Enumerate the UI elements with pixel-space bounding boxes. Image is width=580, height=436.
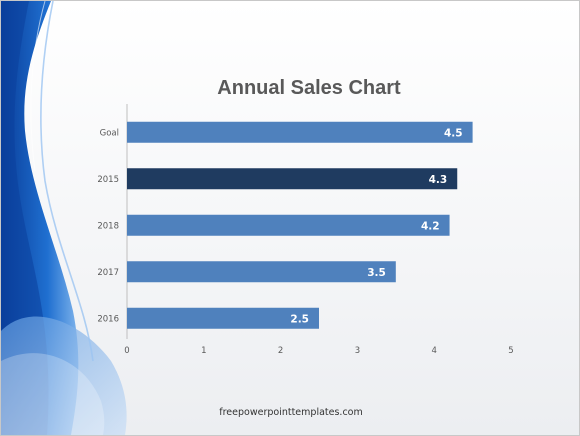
category-label-2018: 2018 bbox=[97, 221, 119, 231]
bar-2015 bbox=[127, 168, 458, 190]
data-label-2015: 4.3 bbox=[429, 174, 448, 186]
data-label-2016: 2.5 bbox=[290, 313, 309, 325]
bar-goal bbox=[127, 121, 473, 143]
category-label-2017: 2017 bbox=[97, 268, 119, 278]
x-tick-label-5: 5 bbox=[508, 346, 513, 356]
chart-title: Annual Sales Chart bbox=[217, 77, 401, 99]
data-label-2017: 3.5 bbox=[367, 267, 386, 279]
data-label-goal: 4.5 bbox=[444, 127, 463, 139]
x-tick-label-0: 0 bbox=[124, 346, 129, 356]
bar-2016 bbox=[127, 307, 319, 329]
category-label-2016: 2016 bbox=[97, 314, 119, 324]
x-tick-label-2: 2 bbox=[278, 346, 283, 356]
x-tick-label-1: 1 bbox=[201, 346, 206, 356]
data-label-2018: 4.2 bbox=[421, 220, 440, 232]
x-tick-label-3: 3 bbox=[355, 346, 360, 356]
bar-2018 bbox=[127, 214, 450, 236]
footer-website: freepowerpointtemplates.com bbox=[219, 407, 363, 418]
x-tick-label-4: 4 bbox=[431, 346, 436, 356]
category-label-goal: Goal bbox=[100, 128, 119, 138]
category-label-2015: 2015 bbox=[97, 175, 119, 185]
bar-2017 bbox=[127, 261, 396, 283]
